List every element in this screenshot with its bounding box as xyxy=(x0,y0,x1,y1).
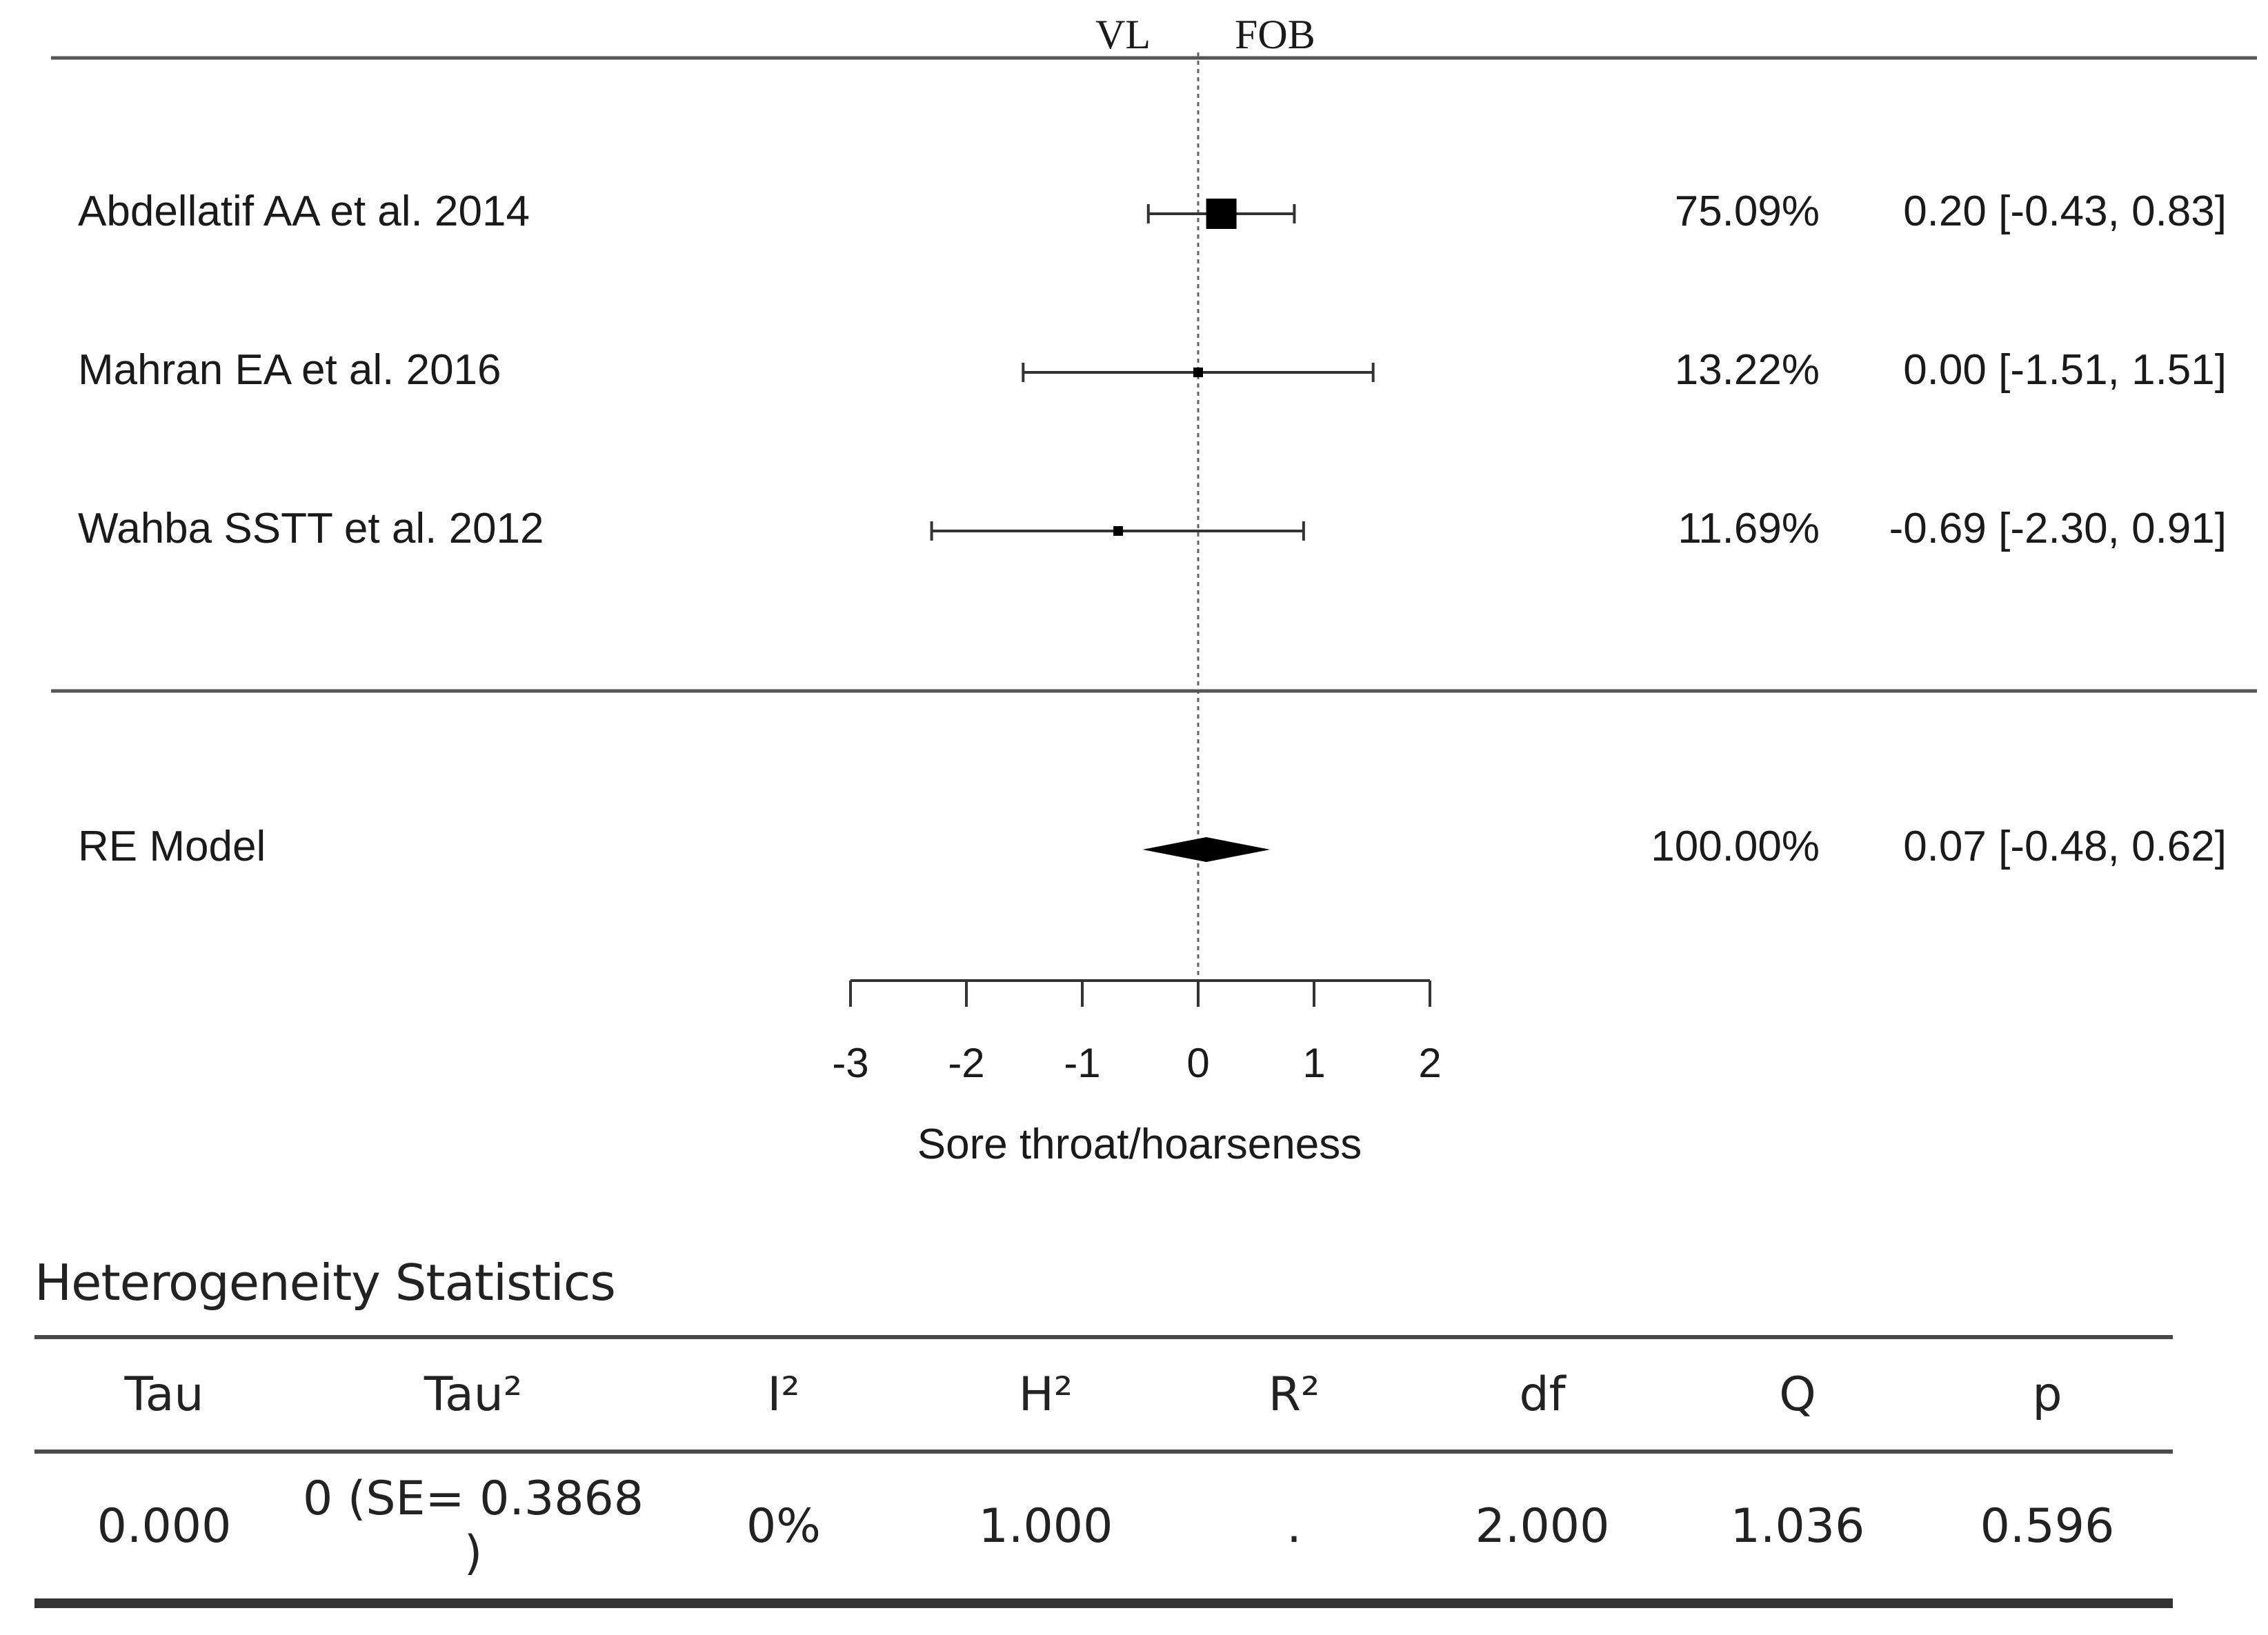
heterogeneity-header-row: Tau Tau² I² H² R² df Q p xyxy=(34,1337,2173,1452)
summary-ci-text: 0.07 [-0.48, 0.62] xyxy=(1903,823,2227,870)
x-tick-label: -3 xyxy=(832,1040,868,1086)
value-q: 1.036 xyxy=(1730,1498,1865,1554)
header-right-label: FOB xyxy=(1235,12,1315,57)
header-h-squared: H² xyxy=(1018,1367,1073,1422)
heterogeneity-value-row: 0.000 0 (SE= 0.3868 ) 0% 1.000 . 2.000 1… xyxy=(34,1452,2173,1603)
study-label: Mahran EA et al. 2016 xyxy=(78,346,501,394)
value-i-squared: 0% xyxy=(746,1498,821,1554)
value-p: 0.596 xyxy=(1980,1498,2115,1554)
header-r-squared: R² xyxy=(1268,1367,1320,1422)
header-i-squared: I² xyxy=(767,1367,800,1422)
point-estimate-square xyxy=(1113,526,1124,536)
study-ci-text: 0.00 [-1.51, 1.51] xyxy=(1903,346,2227,394)
plot-marks: -3 -2 -1 0 1 2 xyxy=(832,199,1442,1086)
value-df: 2.000 xyxy=(1475,1498,1610,1554)
heterogeneity-title: Heterogeneity Statistics xyxy=(34,1254,616,1312)
header-left-label: VL xyxy=(1095,12,1151,57)
header-tau-squared: Tau² xyxy=(424,1367,523,1422)
study-ci-text: -0.69 [-2.30, 0.91] xyxy=(1889,505,2227,552)
x-tick-label: 2 xyxy=(1418,1040,1441,1086)
x-axis-label: Sore throat/hoarseness xyxy=(917,1121,1362,1168)
point-estimate-square xyxy=(1206,199,1237,229)
header-tau: Tau xyxy=(124,1367,204,1422)
x-tick-label: -1 xyxy=(1064,1040,1100,1086)
study-label: Abdellatif AA et al. 2014 xyxy=(78,188,530,235)
forest-plot: VL FOB Abdellatif AA et al. 2014 Mahran … xyxy=(51,12,2257,1168)
summary-label: RE Model xyxy=(78,823,266,870)
study-label: Wahba SSTT et al. 2012 xyxy=(78,505,544,552)
x-tick-label: 1 xyxy=(1302,1040,1325,1086)
study-weight: 75.09% xyxy=(1675,188,1820,235)
header-p: p xyxy=(2032,1367,2062,1422)
point-estimate-square xyxy=(1193,368,1203,377)
summary-weight: 100.00% xyxy=(1651,823,1820,870)
value-tau-squared: 0 (SE= 0.3868 ) xyxy=(302,1472,644,1581)
summary-diamond xyxy=(1142,837,1271,862)
header-df: df xyxy=(1519,1367,1566,1422)
study-weight: 13.22% xyxy=(1675,346,1820,394)
header-q: Q xyxy=(1779,1367,1816,1422)
x-tick-label: 0 xyxy=(1186,1040,1209,1086)
value-tau: 0.000 xyxy=(97,1498,232,1554)
value-h-squared: 1.000 xyxy=(978,1498,1113,1554)
study-ci-text: 0.20 [-0.43, 0.83] xyxy=(1903,188,2227,235)
value-r-squared: . xyxy=(1286,1498,1302,1554)
heterogeneity-table: Tau Tau² I² H² R² df Q p 0.000 0 (SE= 0.… xyxy=(34,1335,2173,1608)
study-weight: 11.69% xyxy=(1678,505,1820,552)
x-tick-label: -2 xyxy=(948,1040,984,1086)
